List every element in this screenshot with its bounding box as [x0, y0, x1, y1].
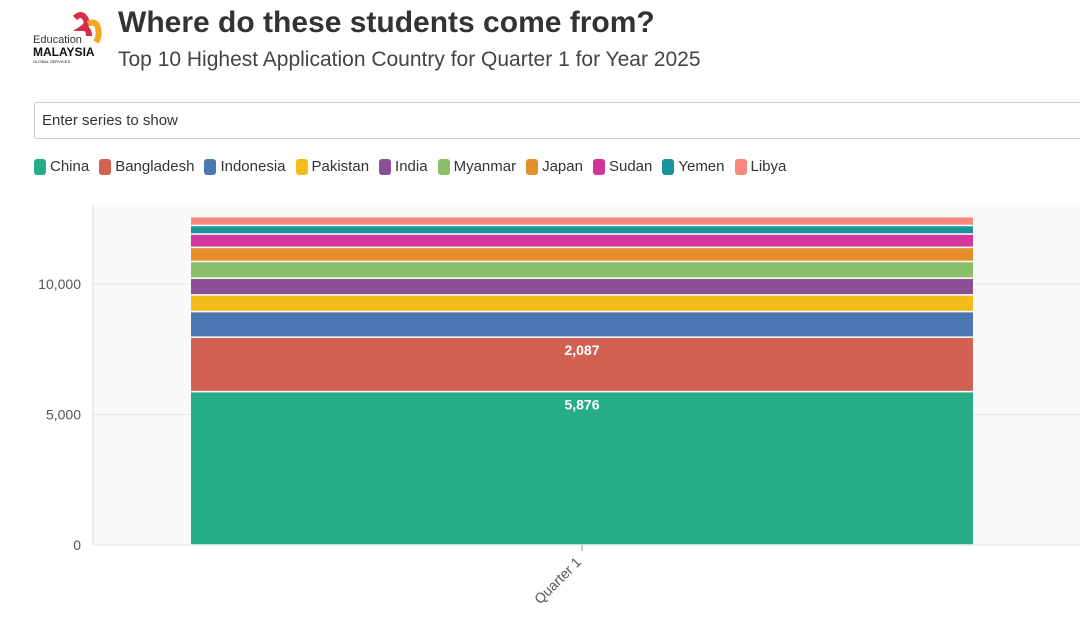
legend-label: India	[395, 158, 428, 175]
legend-label: Bangladesh	[115, 158, 195, 175]
legend-item-india[interactable]: India	[379, 158, 428, 175]
legend-swatch	[34, 158, 46, 175]
series-filter-input[interactable]: Enter series to show	[34, 102, 1080, 139]
bar-segment-libya[interactable]	[191, 217, 973, 225]
legend-swatch	[734, 158, 747, 175]
y-tick-label: 5,000	[46, 407, 81, 423]
legend: China Bangladesh Indonesia Pakistan India Mya…	[34, 158, 786, 175]
bar-segment-japan[interactable]	[191, 248, 973, 261]
page-subtitle: Top 10 Highest Application Country for Q…	[118, 48, 701, 71]
legend-swatch	[437, 158, 450, 175]
bar-segment-bangladesh[interactable]	[191, 337, 973, 391]
bar-segment-indonesia[interactable]	[191, 312, 973, 337]
legend-label: China	[50, 158, 90, 175]
legend-swatch	[526, 158, 539, 175]
legend-item-pakistan[interactable]: Pakistan	[295, 158, 370, 175]
bar-segment-india[interactable]	[191, 278, 973, 295]
bar-segment-myanmar[interactable]	[191, 262, 973, 278]
legend-item-libya[interactable]: Libya	[734, 158, 787, 175]
education-malaysia-logo: Education MALAYSIA GLOBAL SERVICES	[33, 12, 102, 64]
legend-item-bangladesh[interactable]: Bangladesh	[99, 158, 194, 175]
bar-segment-pakistan[interactable]	[191, 295, 973, 311]
y-tick-label: 10,000	[38, 276, 81, 292]
legend-swatch	[99, 158, 112, 175]
legend-swatch	[295, 158, 308, 175]
legend-label: Libya	[750, 158, 787, 175]
data-label: 5,876	[564, 397, 599, 413]
legend-label: Sudan	[608, 158, 653, 175]
legend-label: Indonesia	[220, 158, 286, 175]
legend-label: Yemen	[678, 158, 725, 175]
plot-area	[93, 205, 1080, 545]
y-tick-label: 0	[73, 537, 81, 553]
legend-label: Pakistan	[311, 158, 370, 175]
svg-text:Education: Education	[33, 34, 82, 46]
legend-item-sudan[interactable]: Sudan	[592, 158, 653, 175]
page-title: Where do these students come from?	[118, 6, 655, 39]
legend-item-china[interactable]: China	[34, 158, 89, 175]
legend-swatch	[204, 158, 217, 175]
bar-segment-sudan[interactable]	[191, 234, 973, 247]
legend-item-yemen[interactable]: Yemen	[662, 158, 725, 175]
legend-swatch	[592, 158, 605, 175]
legend-label: Japan	[542, 158, 583, 175]
bar-segment-china[interactable]	[191, 392, 973, 545]
legend-item-indonesia[interactable]: Indonesia	[204, 158, 286, 175]
svg-text:GLOBAL SERVICES: GLOBAL SERVICES	[33, 59, 70, 64]
x-tick-label: Quarter 1	[531, 554, 584, 607]
legend-label: Myanmar	[453, 158, 517, 175]
legend-swatch	[379, 158, 392, 175]
legend-swatch	[662, 158, 675, 175]
svg-text:MALAYSIA: MALAYSIA	[33, 45, 95, 59]
bar-segment-yemen[interactable]	[191, 226, 973, 234]
legend-item-japan[interactable]: Japan	[526, 158, 583, 175]
data-label: 2,087	[564, 342, 599, 358]
legend-item-myanmar[interactable]: Myanmar	[437, 158, 517, 175]
